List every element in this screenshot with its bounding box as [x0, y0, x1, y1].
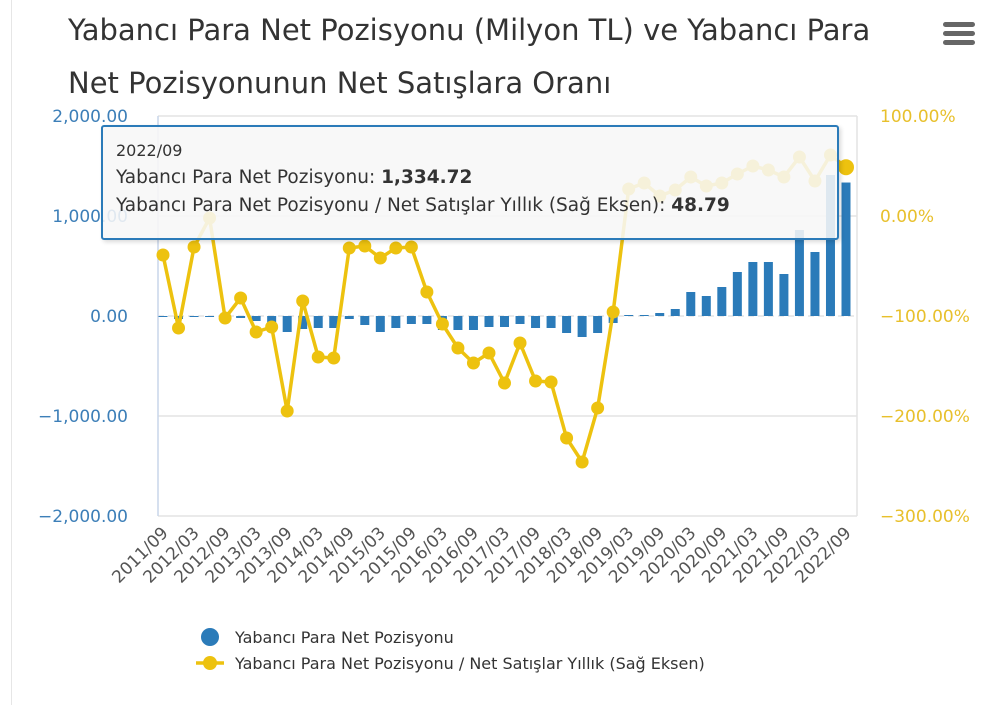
bar [531, 316, 541, 328]
tooltip-date: 2022/09 [116, 141, 183, 160]
line-point [435, 317, 449, 331]
bar [763, 262, 773, 316]
line-point [373, 251, 387, 265]
line-point [234, 291, 248, 305]
left-axis-tick-label: −1,000.00 [38, 407, 128, 427]
bar [158, 316, 168, 317]
line-point [606, 305, 620, 319]
bar [391, 316, 401, 328]
bar [298, 316, 308, 329]
bar [624, 315, 634, 316]
bar [484, 316, 494, 327]
bar [825, 175, 835, 316]
bar [375, 316, 385, 332]
line-point [249, 325, 263, 339]
left-axis-tick-label: 2,000.00 [52, 107, 128, 127]
line-point [172, 321, 186, 335]
line-point [327, 351, 341, 365]
bar [189, 316, 199, 317]
bar [329, 316, 339, 328]
bar [732, 272, 742, 316]
bar [717, 287, 727, 316]
line-point [482, 346, 496, 360]
line-point [575, 455, 589, 469]
bar [251, 316, 261, 321]
line-point [451, 341, 465, 355]
line-point [498, 376, 511, 390]
bar [282, 316, 292, 332]
line-point [529, 374, 543, 388]
hamburger-menu-icon[interactable] [943, 22, 975, 46]
legend-label: Yabancı Para Net Pozisyonu [234, 628, 454, 647]
bar [593, 316, 603, 333]
bar [205, 316, 215, 317]
left-axis-tick-label: 0.00 [90, 307, 128, 327]
line-point [358, 239, 372, 253]
tooltip-row-ratio: Yabancı Para Net Pozisyonu / Net Satışla… [116, 195, 730, 216]
line-point [466, 356, 480, 370]
line-point [513, 336, 527, 350]
bar [779, 274, 789, 316]
chart-title: Yabancı Para Net Pozisyonu (Milyon TL) v… [68, 13, 871, 100]
bar [500, 316, 509, 327]
line-point [311, 350, 325, 364]
right-axis-tick-label: 100.00% [880, 107, 956, 127]
bar [360, 316, 370, 325]
line-point [342, 241, 356, 255]
legend-item-line: Yabancı Para Net Pozisyonu / Net Satışla… [196, 654, 705, 673]
bar [686, 292, 696, 316]
line-point [560, 431, 574, 445]
line-point [187, 240, 201, 254]
line-point [838, 159, 854, 176]
bar [515, 316, 525, 324]
right-axis-tick-label: −300.00% [880, 507, 970, 527]
bar [468, 316, 478, 330]
tooltip: 2022/09 Yabancı Para Net Pozisyonu: 1,33… [101, 125, 839, 240]
bar [562, 316, 572, 333]
right-axis-tick-label: 0.00% [880, 207, 934, 227]
legend-line-dot [203, 656, 217, 670]
bar [841, 182, 851, 316]
line-point [420, 285, 434, 299]
bar [174, 316, 184, 319]
bar [639, 315, 649, 316]
bar [344, 316, 354, 319]
bar [236, 316, 246, 318]
line-point [280, 404, 294, 418]
line-point [218, 311, 232, 325]
line-point [296, 294, 310, 308]
bar [670, 309, 680, 316]
right-axis-tick-label: −200.00% [880, 407, 970, 427]
left-axis-tick-label: −2,000.00 [38, 507, 128, 527]
bar [453, 316, 463, 330]
legend-bar-marker [201, 628, 219, 646]
line-point [265, 320, 279, 334]
bar [655, 313, 665, 316]
line-point [404, 240, 418, 254]
bar [422, 316, 432, 324]
line-point [156, 248, 170, 262]
legend-label: Yabancı Para Net Pozisyonu / Net Satışla… [234, 654, 705, 673]
left-divider [11, 0, 12, 705]
line-point [389, 241, 403, 255]
bar [794, 230, 804, 316]
legend-item-bar: Yabancı Para Net Pozisyonu [201, 628, 454, 647]
bar [546, 316, 556, 328]
bar [406, 316, 416, 324]
right-axis-tick-label: −100.00% [880, 307, 970, 327]
bar [701, 296, 711, 316]
bar [313, 316, 323, 328]
bar [577, 316, 587, 337]
line-point [591, 401, 605, 415]
bar [810, 252, 820, 316]
bar [748, 262, 758, 316]
line-point [544, 375, 558, 389]
tooltip-row-position: Yabancı Para Net Pozisyonu: 1,334.72 [116, 167, 473, 188]
